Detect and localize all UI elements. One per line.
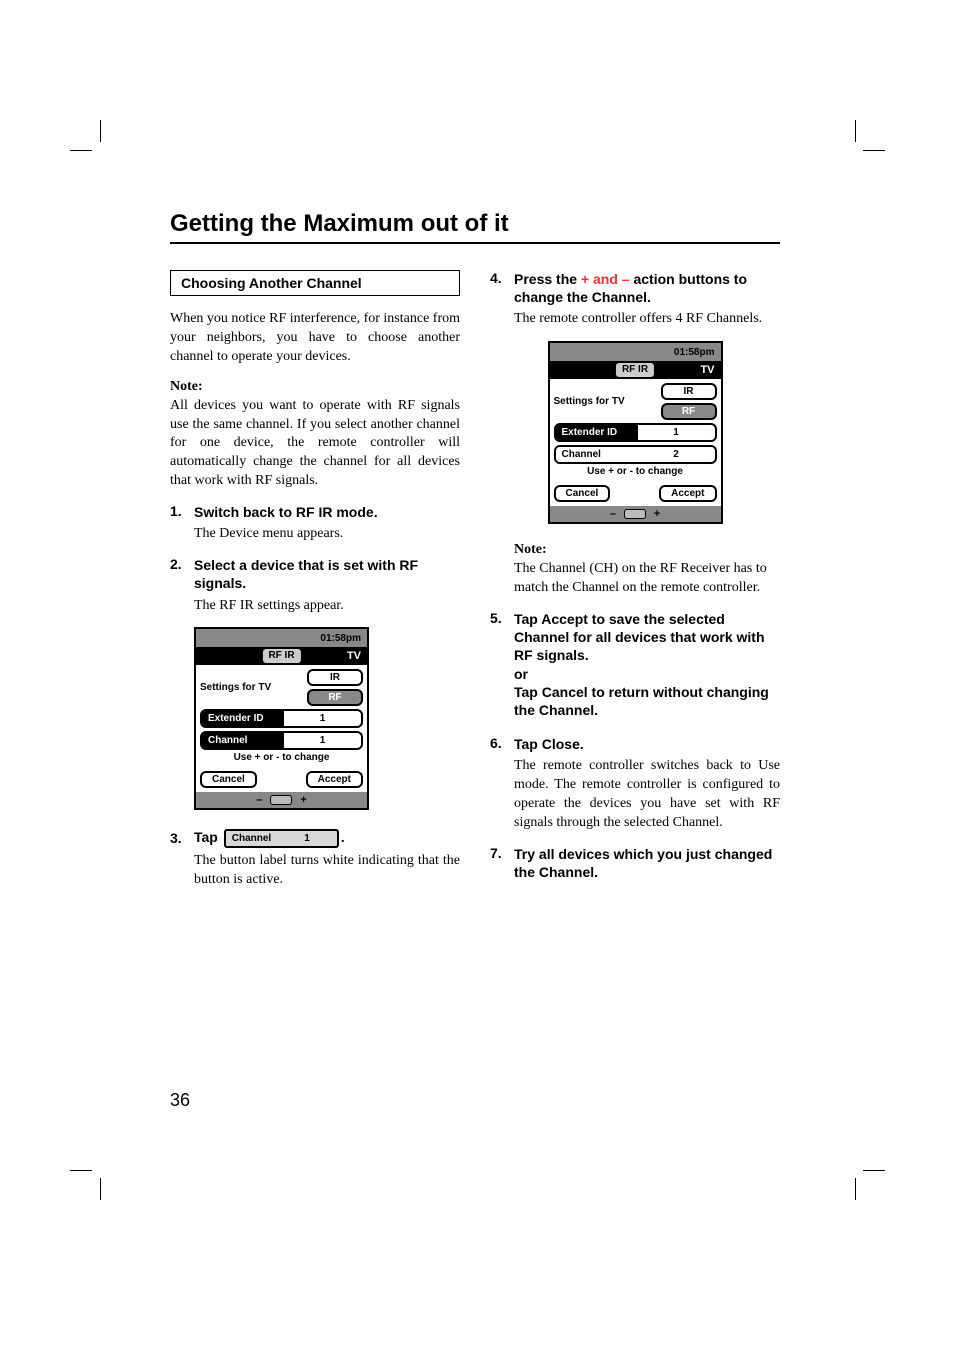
ss-b-plus-icon: + (654, 508, 660, 520)
ss-b-minus-icon: – (610, 508, 616, 520)
ss-b-hint: Use + or - to change (554, 466, 717, 477)
intro-paragraph: When you notice RF interference, for ins… (170, 310, 460, 367)
ss-a-tab: RF IR (261, 648, 301, 664)
ss-a-accept-button: Accept (306, 771, 363, 788)
ss-a-channel-field: Channel 1 (200, 731, 363, 750)
ss-a-cancel-button: Cancel (200, 771, 257, 788)
ss-b-channel-label: Channel (556, 447, 638, 462)
note-1: All devices you want to operate with RF … (170, 397, 460, 491)
ss-b-cancel-button: Cancel (554, 485, 611, 502)
ss-b-time: 01:58pm (674, 347, 715, 358)
right-column: 4. Press the + and – action buttons to c… (490, 270, 780, 902)
ss-a-ir-button: IR (307, 669, 363, 686)
step-6-num: 6. (490, 735, 506, 753)
ss-a-time: 01:58pm (320, 633, 361, 644)
page-title: Getting the Maximum out of it (170, 210, 780, 238)
ss-b-channel-value: 2 (638, 447, 715, 462)
step-4-num: 4. (490, 270, 506, 306)
inline-channel-label: Channel (226, 831, 277, 846)
step-1-num: 1. (170, 503, 186, 521)
step-7-text: Try all devices which you just changed t… (514, 845, 780, 881)
inline-channel-button: Channel 1 (224, 829, 339, 848)
page-content: Getting the Maximum out of it Choosing A… (170, 210, 780, 902)
screenshot-rf-ir-settings-2: 01:58pm RF IR TV Settings for TV IR RF (548, 341, 723, 524)
step-6: 6. Tap Close. (490, 735, 780, 753)
step-7-num: 7. (490, 845, 506, 881)
ss-a-tv: TV (347, 650, 361, 662)
step-4-plus-and-minus: + and – (581, 271, 630, 287)
step-5-line1: Tap Accept to save the selected Channel … (514, 610, 780, 665)
ss-a-device-icon (270, 795, 292, 805)
step-4-text: Press the + and – action buttons to chan… (514, 270, 780, 306)
ss-a-plus-icon: + (300, 794, 306, 806)
note-label-2: Note: (514, 542, 780, 558)
step-3: 3. Tap Channel 1 . (170, 828, 460, 848)
step-5-num: 5. (490, 610, 506, 719)
ss-b-tab: RF IR (615, 362, 655, 378)
note-label-1: Note: (170, 379, 460, 395)
ss-a-extender-label: Extender ID (202, 711, 284, 726)
step-1-text: Switch back to RF IR mode. (194, 503, 460, 521)
step-5-text: Tap Accept to save the selected Channel … (514, 610, 780, 719)
ss-b-ir-button: IR (661, 383, 717, 400)
ss-b-settings-for: Settings for TV (554, 396, 626, 407)
ss-b-channel-field: Channel 2 (554, 445, 717, 464)
step-3-after: The button label turns white indicating … (194, 852, 460, 890)
ss-a-minus-icon: – (256, 794, 262, 806)
step-3-text-a: Tap (194, 829, 218, 845)
step-1: 1. Switch back to RF IR mode. (170, 503, 460, 521)
page-title-area: Getting the Maximum out of it (170, 210, 780, 244)
note-2: The Channel (CH) on the RF Receiver has … (514, 560, 780, 598)
ss-a-hint: Use + or - to change (200, 752, 363, 763)
page-number: 36 (170, 1090, 190, 1111)
step-7: 7. Try all devices which you just change… (490, 845, 780, 881)
step-1-after: The Device menu appears. (194, 525, 460, 544)
step-2-num: 2. (170, 556, 186, 592)
step-5-or: or (514, 665, 780, 683)
step-6-text: Tap Close. (514, 735, 780, 753)
step-2: 2. Select a device that is set with RF s… (170, 556, 460, 592)
ss-a-channel-label: Channel (202, 733, 284, 748)
step-3-text-b: . (341, 829, 345, 845)
inline-channel-value: 1 (277, 831, 337, 846)
ss-b-extender-field: Extender ID 1 (554, 423, 717, 442)
step-4-text-a: Press the (514, 271, 581, 287)
step-6-after: The remote controller switches back to U… (514, 757, 780, 833)
step-5: 5. Tap Accept to save the selected Chann… (490, 610, 780, 719)
ss-a-extender-value: 1 (284, 711, 361, 726)
ss-a-settings-for: Settings for TV (200, 682, 272, 693)
ss-b-accept-button: Accept (659, 485, 716, 502)
step-4: 4. Press the + and – action buttons to c… (490, 270, 780, 306)
step-5-line2: Tap Cancel to return without changing th… (514, 683, 780, 719)
ss-a-channel-value: 1 (284, 733, 361, 748)
step-3-text: Tap Channel 1 . (194, 828, 460, 848)
step-2-text: Select a device that is set with RF sign… (194, 556, 460, 592)
section-heading: Choosing Another Channel (170, 270, 460, 296)
left-column: Choosing Another Channel When you notice… (170, 270, 460, 902)
ss-b-extender-label: Extender ID (556, 425, 638, 440)
step-2-after: The RF IR settings appear. (194, 597, 460, 616)
step-3-num: 3. (170, 830, 186, 846)
step-4-after: The remote controller offers 4 RF Channe… (514, 310, 780, 329)
ss-b-extender-value: 1 (638, 425, 715, 440)
ss-b-device-icon (624, 509, 646, 519)
ss-a-extender-field: Extender ID 1 (200, 709, 363, 728)
ss-b-tv: TV (700, 364, 714, 376)
ss-a-rf-button: RF (307, 689, 363, 706)
ss-b-rf-button: RF (661, 403, 717, 420)
screenshot-rf-ir-settings-1: 01:58pm RF IR TV Settings for TV IR RF (194, 627, 369, 810)
